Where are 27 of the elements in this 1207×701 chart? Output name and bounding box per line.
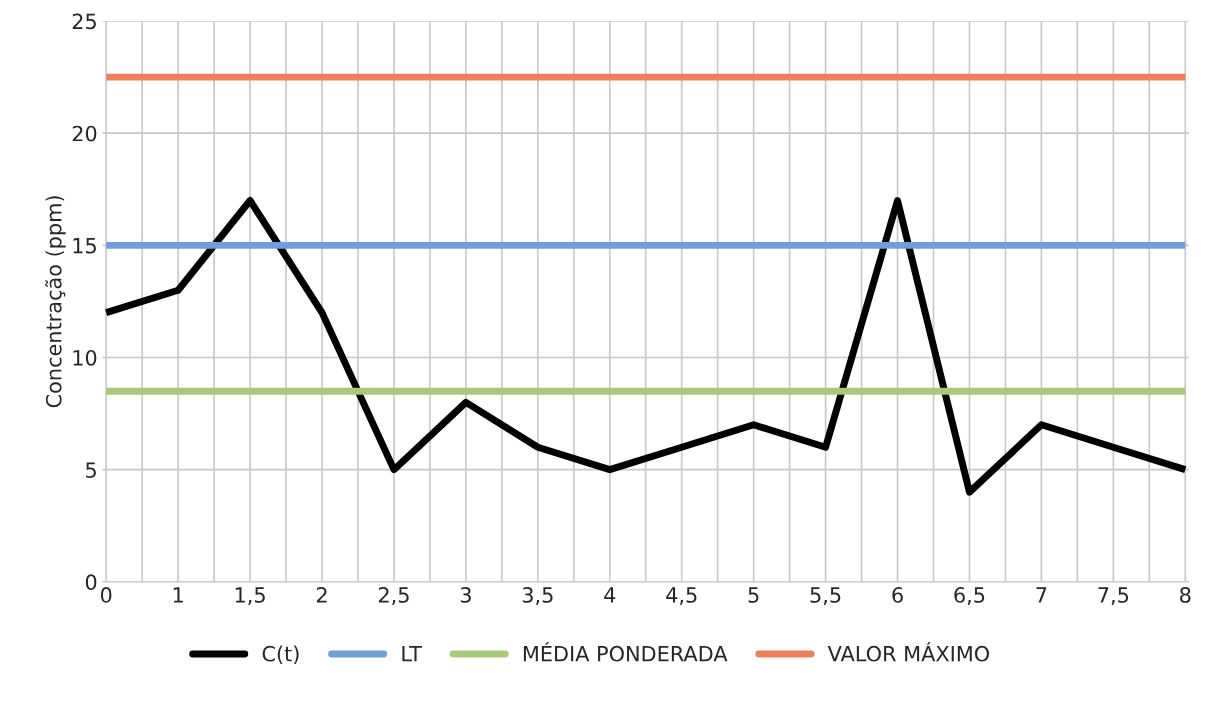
x-tick-label: 3	[460, 587, 471, 603]
x-tick-label: 1	[173, 587, 183, 603]
x-tick-label: 1,5	[235, 587, 265, 605]
x-tick-label: 4,5	[666, 587, 697, 605]
y-tick-label: 20	[72, 125, 97, 142]
y-tick-label: 15	[73, 238, 96, 254]
x-tick-label: 2,5	[378, 587, 409, 605]
x-tick-label: 5,5	[810, 587, 841, 605]
y-tick-label: 5	[86, 462, 96, 478]
x-tick-label: 8	[1180, 587, 1191, 603]
x-tick-label: 6,5	[954, 587, 985, 605]
x-tick-label: 5	[748, 587, 759, 603]
x-tick-label: 0	[100, 587, 112, 603]
x-tick-label: 7,5	[1098, 587, 1129, 605]
y-tick-label: 0	[85, 574, 97, 591]
legend-label: C(t)	[262, 645, 299, 665]
x-tick-label: 3,5	[522, 587, 553, 605]
x-tick-label: 2	[316, 587, 327, 603]
legend-label: MÉDIA PONDERADA	[523, 642, 728, 662]
x-tick-label: 4	[604, 587, 616, 603]
legend-label: VALOR MÁXIMO	[827, 642, 990, 662]
y-tick-label: 25	[72, 13, 96, 30]
legend-label: LT	[402, 646, 422, 662]
y-axis-title: Concentração (ppm)	[45, 196, 66, 408]
x-tick-label: 6	[892, 587, 903, 603]
x-tick-label: 7	[1036, 587, 1047, 603]
y-tick-label: 10	[73, 349, 97, 366]
